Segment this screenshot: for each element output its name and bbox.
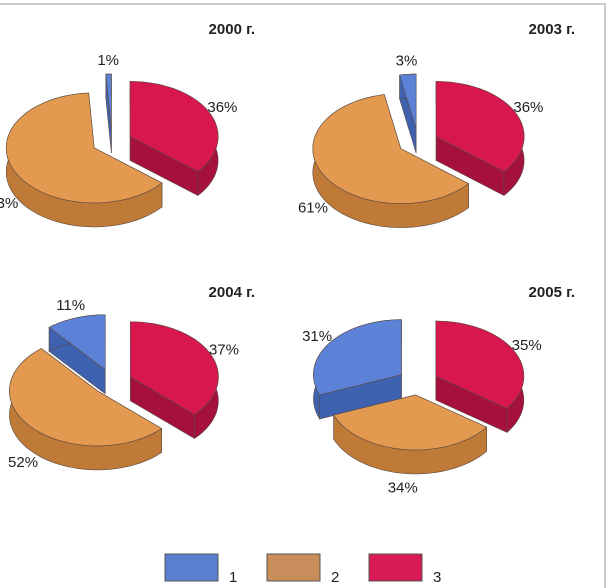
slice-3 [129,81,219,197]
data-label: 3% [396,52,418,69]
legend-label: 2 [331,569,339,586]
data-label: 11% [56,297,85,314]
slice-top-3 [435,81,525,172]
slice-top-1 [399,73,417,130]
data-label: 36% [207,99,237,116]
data-label: 1% [97,52,119,69]
slice-top-1 [313,319,402,396]
slice-2 [312,94,470,228]
legend-label: 1 [229,569,237,586]
slice-top-3 [129,81,219,172]
slice-2 [5,92,163,228]
data-label: 52% [8,454,38,471]
data-label: 63% [0,195,18,212]
data-label: 35% [512,337,542,354]
slice-1 [48,314,106,395]
pie-chart-2004г: 2004 г. 37% 52% 11% [8,284,255,471]
data-label: 31% [302,328,332,345]
slice-3 [435,81,525,197]
legend-label: 3 [433,569,441,586]
slice-2 [333,394,488,475]
pie-chart-2005г: 2005 г. 35% 34% 31% [302,284,575,496]
legend-item-2: 2 [266,553,339,586]
slice-top-2 [9,348,163,447]
data-label: 61% [298,200,328,217]
legend-swatch [368,553,423,582]
legend-swatch [164,553,219,582]
slice-top-2 [333,394,488,451]
chart-title: 2005 г. [529,284,575,301]
data-label: 34% [388,479,418,496]
slice-3 [435,320,525,434]
slice-top-1 [105,73,112,130]
legend-item-1: 1 [164,553,237,586]
slice-1 [313,319,402,421]
slice-1 [105,73,112,154]
slice-top-3 [130,321,219,415]
chart-title: 2000 г. [209,21,255,38]
data-label: 37% [209,341,239,358]
slice-3 [130,321,219,440]
slice-top-2 [312,94,470,204]
slice-top-1 [48,314,106,371]
legend: 1 2 3 [164,553,441,586]
slice-top-2 [5,92,163,204]
pie-chart-2003г: 2003 г. 36% 61% 3% [298,21,575,228]
figure-frame [0,3,606,588]
chart-title: 2004 г. [209,284,255,301]
slice-top-3 [435,320,525,409]
pie-chart-2000г: 2000 г. 36% 63% 1% [0,21,255,228]
slice-2 [9,347,163,471]
data-label: 36% [513,99,543,116]
slice-1 [399,73,417,154]
legend-item-3: 3 [368,553,441,586]
chart-title: 2003 г. [529,21,575,38]
legend-swatch [266,553,321,582]
